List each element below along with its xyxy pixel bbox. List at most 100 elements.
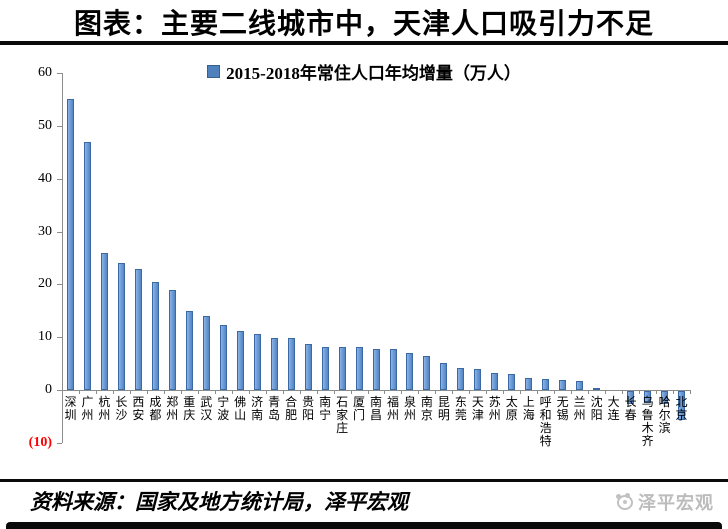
bar [661,391,668,405]
bar [219,325,227,390]
bar [168,289,176,390]
y-axis-tick [57,231,62,233]
x-axis-label: 上海 [522,395,535,422]
x-axis-tick [656,390,658,394]
x-axis-label: 福州 [386,395,399,422]
x-axis-tick [622,390,624,394]
x-axis-label: 重庆 [183,395,196,422]
x-axis-label: 北京 [675,395,688,422]
x-axis-label: 哈尔滨 [658,395,671,435]
y-axis-line [62,73,63,443]
x-axis-label: 厦门 [352,395,365,422]
x-axis-label: 南宁 [319,395,332,422]
x-axis-tick [367,390,369,394]
x-axis-tick [690,390,691,394]
x-axis-tick [265,390,267,394]
y-axis-tick-label: 60 [38,65,52,80]
legend-label: 2015-2018年常住人口年均增量（万人） [226,64,521,83]
x-axis-tick [231,390,233,394]
title-divider [0,41,728,45]
page-title: 图表：主要二线城市中，天津人口吸引力不足 [73,8,654,39]
x-axis-label: 无锡 [556,395,569,422]
bar [134,268,142,390]
x-axis-label: 大连 [607,395,620,422]
x-axis-tick [350,390,352,394]
bar [185,310,193,391]
x-axis-tick [503,390,505,394]
y-axis-tick [57,390,62,391]
legend-marker-icon [207,65,221,78]
x-axis-tick [537,390,539,394]
bar [389,349,397,390]
x-axis-line [62,390,690,391]
bar [644,391,652,404]
x-axis-tick [62,390,63,394]
x-axis-tick [146,390,148,394]
x-axis-label: 南京 [420,395,433,422]
bar [84,141,91,390]
x-axis-tick [384,390,386,394]
x-axis-tick [401,390,403,394]
bar [67,99,74,390]
x-axis-label: 佛山 [234,395,247,422]
x-axis-label: 太原 [505,395,518,422]
x-axis-label: 青岛 [268,395,281,422]
y-axis-tick [57,442,62,444]
y-axis-tick-label: 50 [38,117,52,133]
x-axis-label: 武汉 [200,395,213,422]
y-axis-tick-label: (10) [28,434,52,450]
bar [304,344,312,390]
x-axis-tick [248,390,250,394]
y-axis-tick [57,125,62,127]
bar [406,353,414,390]
x-axis-tick [180,390,182,394]
x-axis-tick [486,390,488,394]
bar [372,348,380,390]
chart-legend: 2015-2018年常住人口年均增量（万人） [0,59,728,84]
bar [508,373,516,390]
x-axis-label: 成都 [149,395,162,422]
bar [117,263,125,390]
bar [542,379,550,390]
x-axis-tick [299,390,301,394]
x-axis-tick [639,390,641,394]
x-axis-label: 杭州 [98,395,111,422]
x-axis-label: 苏州 [488,395,501,422]
y-axis-tick [57,337,62,339]
y-axis-tick-label: 20 [38,276,52,292]
bar [423,356,431,390]
x-axis-tick [163,390,165,394]
bar [474,368,482,390]
bar [576,380,584,390]
x-axis-label: 东莞 [454,395,467,422]
x-axis-label: 郑州 [166,395,179,422]
bar [321,346,329,390]
y-axis-tick-label: 30 [38,223,52,239]
x-axis-label: 石家庄 [336,395,349,435]
x-axis-tick [214,390,216,394]
bar [593,388,601,391]
x-axis-label: 贵阳 [302,395,315,422]
x-axis-tick [452,390,454,394]
x-axis-label: 天津 [471,395,484,422]
x-axis-label: 济南 [251,395,264,422]
y-axis-tick [57,178,62,180]
bar [151,281,159,390]
x-axis-tick [520,390,522,394]
x-axis-label: 西安 [132,395,145,422]
source-note: 资料来源：国家及地方统计局，泽平宏观 [30,491,408,514]
bar [491,373,499,390]
x-axis-label: 乌鲁木齐 [641,395,654,448]
bar [270,337,278,390]
bar [253,334,261,390]
y-axis-tick [57,284,62,286]
y-axis-tick-label: 10 [38,329,52,345]
x-axis-tick [435,390,437,394]
x-axis-label: 宁波 [217,395,230,422]
panda-logo-icon [616,492,633,510]
x-axis-label: 广州 [81,395,94,422]
x-axis-label: 长沙 [115,395,128,422]
y-axis-tick [57,73,62,74]
x-axis-tick [78,390,80,394]
x-axis-tick [333,390,335,394]
